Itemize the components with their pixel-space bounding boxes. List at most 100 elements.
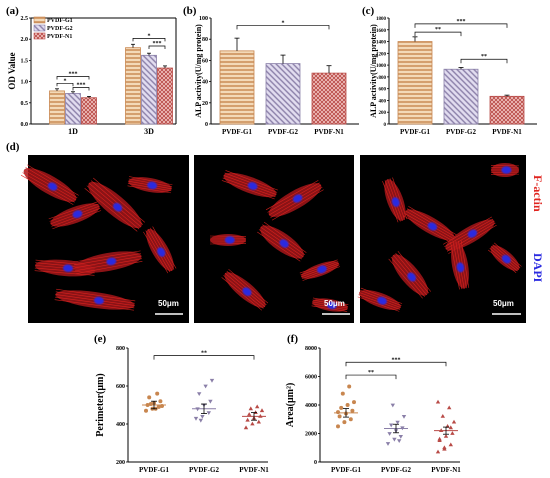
- actin-fiber: [397, 251, 432, 292]
- legend-swatch-pvdf-g1: [33, 16, 46, 24]
- y-tick-label: 60: [202, 58, 208, 64]
- bar-pvdf-g1-3d: [125, 47, 141, 125]
- y-axis-label: ALP activity(U/mg protein): [194, 24, 203, 118]
- data-point-pvdf-n1: [248, 406, 253, 411]
- scale-bar-label-3: 50μm: [493, 299, 514, 308]
- significance-bracket: [345, 374, 397, 380]
- data-point-pvdf-g1: [350, 408, 355, 413]
- actin-fiber: [221, 277, 263, 311]
- significance-bracket: [148, 45, 166, 49]
- data-point-pvdf-n1: [435, 399, 441, 404]
- cell: [20, 164, 79, 205]
- data-point-pvdf-n1: [440, 414, 445, 418]
- y-tick-label: 1000: [376, 64, 387, 69]
- chart-e: 200 400 600 800 Perimeter(μm) PVDF-G1 PVDF-G2 P…: [95, 346, 269, 474]
- significance-bracket: [56, 76, 90, 80]
- y-tick-label: 0: [384, 123, 387, 128]
- nucleus: [427, 222, 438, 231]
- cell: [450, 240, 470, 290]
- x-tick-label: 3D: [144, 127, 154, 136]
- data-point-pvdf-g2: [198, 418, 203, 423]
- panel-label-d: (d): [6, 141, 20, 153]
- actin-fiber: [56, 288, 136, 302]
- nucleus: [317, 265, 327, 274]
- significance-bracket: [414, 31, 462, 37]
- actin-fiber: [75, 261, 143, 275]
- data-point-pvdf-g2: [197, 392, 202, 396]
- actin-fiber: [402, 215, 453, 244]
- actin-fiber: [265, 180, 319, 211]
- y-tick-label: 2.0: [21, 37, 29, 43]
- data-point-pvdf-n1: [250, 421, 255, 426]
- data-point-pvdf-n1: [437, 436, 442, 441]
- significance-bracket: [460, 58, 508, 64]
- y-tick-label: 800: [116, 346, 125, 352]
- legend-label-pvdf-g2: PVDF-G2: [47, 26, 73, 32]
- actin-fiber: [54, 299, 134, 311]
- y-tick-label: 1600: [376, 29, 387, 34]
- y-tick-label: 100: [199, 16, 208, 22]
- data-point-pvdf-n1: [447, 405, 452, 410]
- significance-bracket: [236, 25, 330, 30]
- actin-fiber: [225, 170, 279, 191]
- actin-fiber: [26, 164, 79, 196]
- data-point-pvdf-g2: [387, 432, 392, 436]
- data-point-pvdf-g1: [144, 408, 148, 413]
- data-point-pvdf-g2: [401, 415, 407, 419]
- x-tick-label: PVDF-G1: [139, 466, 169, 474]
- actin-fiber: [152, 226, 177, 269]
- x-tick-label: PVDF-G2: [268, 128, 298, 136]
- data-point-pvdf-g2: [398, 434, 403, 439]
- data-point-pvdf-g1: [336, 424, 340, 429]
- nucleus: [292, 194, 303, 203]
- y-tick-label: 20: [202, 101, 208, 107]
- significance-bracket: [132, 38, 166, 42]
- data-point-pvdf-n1: [448, 442, 453, 447]
- actin-fiber: [221, 180, 275, 200]
- data-point-pvdf-g2: [206, 411, 211, 415]
- significance-label: **: [481, 54, 487, 60]
- y-tick-label: 0.0: [21, 122, 29, 128]
- actin-fiber: [143, 231, 169, 274]
- scale-bar-1: 50μm: [155, 299, 183, 315]
- cell: [84, 177, 146, 232]
- micrograph-panel: 50μm 50μm 50μm F-actin DAPI: [20, 155, 545, 323]
- y-tick-label: 200: [116, 460, 125, 466]
- actin-fiber: [48, 201, 98, 220]
- y-tick-label: 2000: [305, 432, 317, 438]
- cell: [402, 206, 457, 244]
- x-tick-label: PVDF-N1: [314, 128, 344, 136]
- data-point-pvdf-n1: [259, 408, 265, 413]
- actin-fiber: [86, 185, 140, 230]
- cell: [357, 287, 403, 312]
- y-tick-label: 1200: [376, 52, 387, 57]
- legend-label-pvdf-g1: PVDF-G1: [47, 18, 73, 24]
- y-tick-label: 0.5: [21, 101, 29, 107]
- nucleus: [47, 182, 58, 191]
- y-tick-label: 6000: [305, 375, 317, 381]
- data-point-pvdf-g1: [345, 403, 350, 407]
- chart-b: 0 20 40 60 80 100 ALP activity(U/mg protein) PV…: [194, 16, 359, 136]
- data-point-pvdf-g2: [203, 384, 208, 389]
- data-point-pvdf-g1: [337, 414, 342, 419]
- actin-fiber: [312, 297, 349, 305]
- actin-fiber: [84, 188, 138, 232]
- legend-swatch-pvdf-g2: [33, 24, 46, 32]
- bar-pvdf-g2-1d: [65, 93, 81, 125]
- x-tick-label: 1D: [68, 127, 78, 136]
- factin-label: F-actin: [531, 175, 545, 212]
- data-point-pvdf-n1: [245, 417, 250, 422]
- y-axis-label: ALP activity(U/mg protein): [369, 24, 378, 118]
- actin-fiber: [460, 240, 470, 288]
- actin-fiber: [488, 249, 517, 273]
- actin-fiber: [490, 165, 520, 167]
- legend-label-pvdf-n1: PVDF-N1: [47, 34, 72, 40]
- data-point-pvdf-n1: [256, 419, 261, 424]
- actin-fiber: [73, 250, 141, 263]
- data-point-pvdf-g1: [340, 391, 345, 396]
- significance-bracket: [414, 23, 508, 28]
- y-tick-label: 80: [202, 37, 208, 43]
- significance-label: ***: [392, 357, 401, 363]
